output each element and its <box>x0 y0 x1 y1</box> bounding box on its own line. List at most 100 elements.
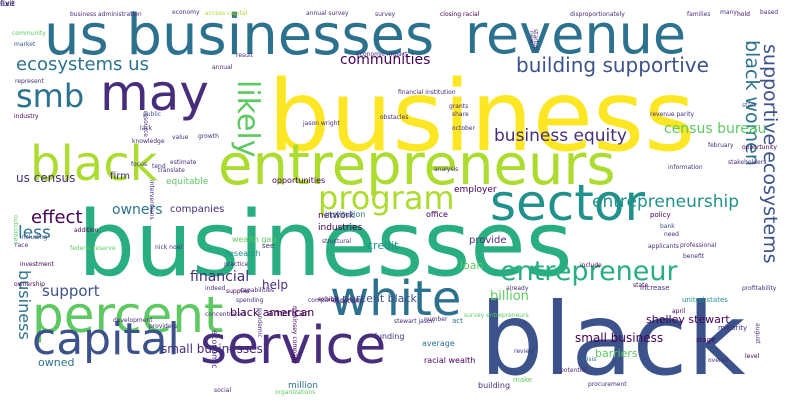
word-149: economy <box>172 9 200 16</box>
word-100: share <box>452 111 469 118</box>
word-57: make <box>513 376 533 384</box>
word-90: potential <box>560 367 587 374</box>
word-48: equitable <box>166 177 209 187</box>
word-110: closing racial <box>440 11 480 18</box>
word-99: october <box>452 125 475 132</box>
word-127: capabilities <box>240 287 275 294</box>
word-83: bank <box>660 223 675 230</box>
word-116: crisis <box>581 356 597 363</box>
word-82: tend <box>152 163 166 170</box>
word-71: business administration <box>70 11 142 18</box>
word-118: level <box>745 353 760 360</box>
word-31: billion <box>490 289 529 304</box>
word-67: minority <box>718 324 748 332</box>
word-87: federal reserve <box>70 245 116 252</box>
word-108: many <box>720 9 737 16</box>
word-45: companies <box>170 204 225 215</box>
word-25: entrepreneurship <box>592 192 739 212</box>
word-152: value <box>172 134 189 141</box>
word-85: stakeholders <box>728 159 767 166</box>
word-151: represent <box>15 78 44 85</box>
word-109: disproportionately <box>570 11 625 18</box>
word-125: concentrated <box>205 311 245 318</box>
word-120: professional <box>680 242 717 249</box>
word-40: owned <box>38 356 75 369</box>
word-6: revenue <box>465 3 687 66</box>
word-107: families <box>687 11 711 18</box>
word-97: including <box>20 234 48 241</box>
word-135: nick noel <box>155 244 182 251</box>
word-46: network <box>318 211 355 221</box>
word-8: percent <box>32 286 224 344</box>
word-14: likely <box>230 80 265 158</box>
word-123: include <box>580 262 602 269</box>
word-66: stage <box>696 336 716 344</box>
word-104: opportunity <box>742 144 777 151</box>
word-62: institution <box>325 210 366 219</box>
word-1: business <box>268 60 696 174</box>
word-5: us businesses <box>44 3 435 68</box>
word-30: financial <box>190 269 250 285</box>
word-13: smb <box>16 77 85 115</box>
word-117: overall <box>708 357 729 364</box>
word-47: industries <box>318 223 363 233</box>
word-16: entrepreneur <box>500 256 678 287</box>
word-60: wealth gap <box>232 235 277 244</box>
word-24: us census <box>16 171 76 185</box>
word-159: exit <box>0 0 15 8</box>
word-133: economic impact <box>356 51 408 58</box>
word-119: august <box>754 323 761 344</box>
word-41: credit <box>367 239 399 252</box>
word-102: april <box>672 308 686 315</box>
word-95: ownership <box>14 281 45 288</box>
word-157: review <box>514 348 534 355</box>
word-52: economic <box>210 330 219 369</box>
word-53: million <box>288 381 318 391</box>
word-64: see <box>262 242 275 250</box>
word-35: black american <box>230 306 315 319</box>
word-146: race <box>15 242 29 249</box>
word-92: market <box>14 41 36 48</box>
word-150: survey <box>375 11 396 18</box>
word-139: compared percent <box>308 297 364 304</box>
word-148: providers <box>149 323 178 330</box>
word-43: provide <box>469 235 507 246</box>
word-115: mckinsey company <box>291 306 298 365</box>
word-34: percent black <box>342 292 417 305</box>
word-141: spending <box>236 297 264 304</box>
word-160: five <box>0 0 15 8</box>
word-155: number <box>424 316 448 323</box>
word-113: annual <box>212 64 233 71</box>
word-78: jason wright <box>303 120 340 127</box>
word-98: addition <box>74 227 99 234</box>
word-137: knowledge <box>132 138 165 145</box>
word-59: act <box>452 317 463 325</box>
word-22: business equity <box>494 126 627 146</box>
word-7: service <box>200 316 387 376</box>
word-0: businesses <box>78 192 573 297</box>
word-15: program <box>318 179 455 217</box>
word-158: based <box>760 9 779 16</box>
word-94: investment <box>20 261 54 268</box>
word-131: grants <box>449 103 469 110</box>
word-105: start <box>742 102 756 109</box>
word-121: procurement <box>588 381 627 388</box>
word-26: effect <box>31 207 83 228</box>
word-23: census bureau <box>664 121 767 137</box>
word-44: firm <box>110 171 130 182</box>
word-68: united states <box>682 296 728 304</box>
word-56: average <box>422 339 455 348</box>
word-140: exhibit <box>318 296 339 303</box>
word-93: industry <box>14 113 39 120</box>
word-49: employer <box>454 185 497 195</box>
word-153: estimate <box>170 159 197 166</box>
word-38: barriers <box>595 347 638 360</box>
word-54: building <box>478 381 511 390</box>
word-114: organizations <box>275 389 316 396</box>
word-136: development <box>113 317 153 324</box>
word-77: public <box>143 111 162 118</box>
word-112: result <box>236 52 253 59</box>
word-134: obstacles <box>380 114 409 121</box>
word-147: analysis <box>434 166 459 173</box>
